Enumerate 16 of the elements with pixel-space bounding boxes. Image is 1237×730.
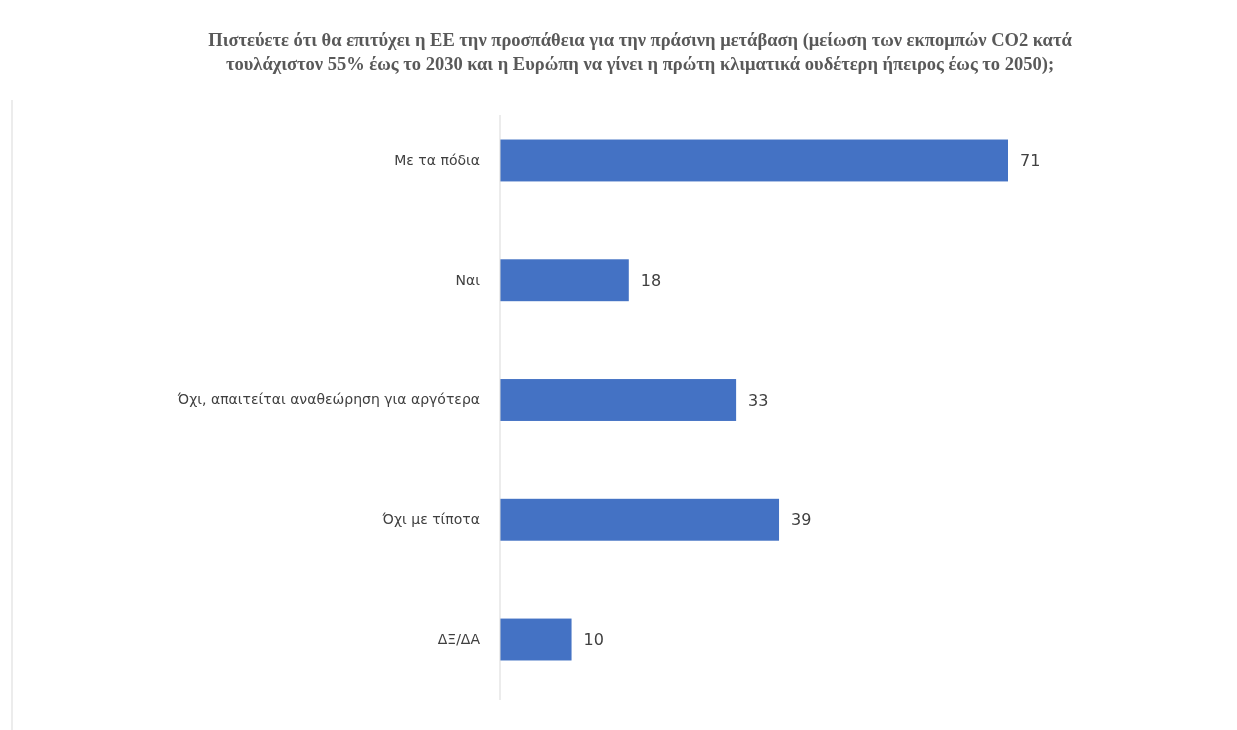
data-label: 39 (791, 510, 812, 530)
bar (500, 498, 780, 541)
y-tick-label: ΔΞ/ΔΑ (437, 631, 481, 647)
chart-title: Πιστεύετε ότι θα επιτύχει η ΕΕ την προσπάθεια για την πράσινη μετάβαση (μείωση των εκπομπών CO2 κατά τουλάχιστον 55% έως το 2030 και η Ευρώπη να γίνει η πρώτη κλιματικά ουδέτερη ήπειρος έως το 2050); (207, 29, 1073, 76)
data-label: 10 (583, 630, 604, 650)
bar (500, 618, 572, 661)
data-label: 71 (1020, 151, 1041, 171)
data-label: 18 (640, 270, 662, 290)
bar (500, 139, 1008, 182)
y-tick-label: Όχι, απαιτείται αναθεώρηση για αργότερα (176, 391, 480, 408)
y-tick-label: Με τα πόδια (394, 151, 480, 168)
y-tick-label: Ναι (455, 271, 481, 288)
y-tick-label: Όχι με τίποτα (381, 511, 480, 528)
data-label: 33 (748, 390, 769, 410)
bar (500, 259, 629, 302)
bar (500, 379, 737, 421)
